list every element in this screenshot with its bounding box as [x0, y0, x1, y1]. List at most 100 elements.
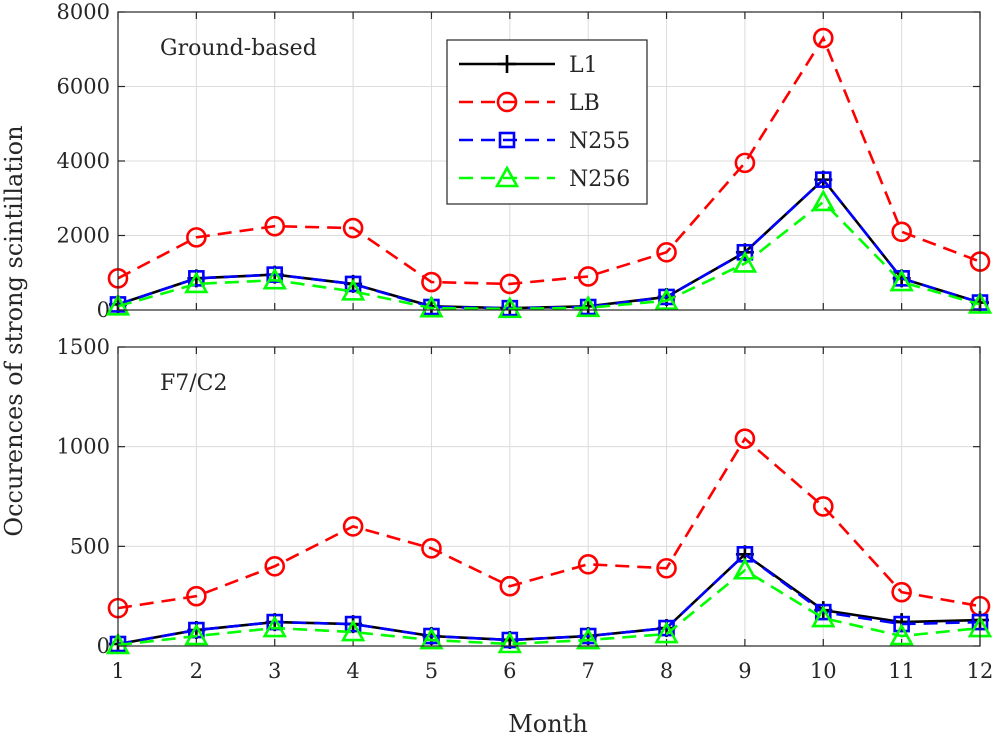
- y-tick-label: 6000: [57, 75, 110, 99]
- x-tick-label: 9: [738, 659, 751, 683]
- x-tick-label: 7: [581, 659, 594, 683]
- x-tick-label: 4: [346, 659, 359, 683]
- x-tick-label: 6: [503, 659, 516, 683]
- legend-item-lb: LB: [459, 91, 600, 116]
- data-point: [184, 623, 209, 646]
- panel-label: F7/C2: [160, 371, 228, 396]
- data-point: [732, 250, 758, 273]
- series-line: [117, 436, 981, 610]
- legend-item-n255: N255: [459, 129, 630, 154]
- y-tick-label: 0: [97, 298, 110, 322]
- data-point: [262, 615, 287, 638]
- data-point: [184, 271, 209, 294]
- x-tick-label: 11: [888, 659, 915, 683]
- x-tick-label: 5: [425, 659, 438, 683]
- x-tick-label: 12: [967, 659, 994, 683]
- x-tick-label: 2: [190, 659, 203, 683]
- legend-marker: [494, 165, 520, 188]
- data-point: [814, 603, 832, 621]
- data-point: [421, 538, 442, 559]
- data-point: [421, 271, 442, 293]
- data-point: [264, 555, 286, 577]
- data-point: [344, 275, 362, 293]
- plot-frame: [117, 346, 981, 647]
- legend-label: L1: [569, 53, 598, 78]
- y-tick-label: 2000: [57, 224, 110, 248]
- legend-marker: [498, 55, 516, 73]
- series-line: [117, 200, 981, 311]
- legend-item-n256: N256: [459, 165, 630, 192]
- x-tick-label: 10: [810, 659, 837, 683]
- y-tick-label: 500: [70, 534, 110, 558]
- data-point: [340, 278, 366, 301]
- x-tick-label: 8: [660, 659, 673, 683]
- data-point: [419, 627, 444, 650]
- data-point: [812, 496, 834, 517]
- legend-marker: [496, 91, 518, 113]
- data-point: [889, 269, 914, 292]
- y-tick-label: 0: [97, 634, 110, 658]
- data-point: [734, 152, 756, 174]
- data-point: [891, 581, 912, 603]
- data-point: [734, 428, 756, 449]
- data-point: [889, 623, 914, 646]
- data-point: [577, 266, 599, 287]
- data-point: [967, 291, 993, 314]
- data-point: [811, 189, 836, 212]
- panel-1: 0 2000 4000 6000 8000 Ground-based L1 LB N255 N25…: [57, 0, 993, 322]
- y-tick-label: 4000: [57, 149, 110, 173]
- plot-frame: [117, 11, 981, 311]
- x-tick-label: 1: [111, 659, 124, 683]
- legend-box: [446, 39, 648, 205]
- data-point: [654, 621, 679, 644]
- data-point: [340, 619, 366, 642]
- series-line: [117, 35, 981, 286]
- series-n256: [105, 189, 993, 319]
- data-point: [575, 295, 601, 318]
- legend: L1 LB N255 N256: [446, 39, 648, 205]
- legend-marker: [498, 131, 516, 149]
- series-line: [117, 552, 981, 646]
- data-point: [656, 557, 677, 579]
- legend-item-l1: L1: [459, 53, 598, 78]
- data-point: [499, 575, 521, 597]
- series-line: [117, 177, 981, 310]
- data-point: [814, 171, 832, 188]
- data-point: [186, 585, 207, 607]
- data-point: [186, 227, 207, 248]
- y-tick-label: 1000: [57, 435, 110, 459]
- data-point: [105, 293, 131, 316]
- series-line: [117, 568, 981, 647]
- data-point: [419, 295, 444, 318]
- data-point: [497, 296, 523, 319]
- panel-label: Ground-based: [160, 36, 317, 61]
- data-point: [577, 553, 599, 575]
- data-point: [811, 605, 836, 628]
- data-point: [262, 267, 287, 290]
- data-point: [575, 627, 601, 650]
- x-axis-label: Month: [508, 710, 588, 737]
- data-point: [344, 615, 362, 633]
- x-tick-label: 3: [268, 659, 281, 683]
- y-tick-label: 8000: [57, 0, 110, 24]
- legend-label: N256: [569, 167, 630, 192]
- series-n255: [109, 546, 989, 653]
- y-axis-label: Occurences of strong scintillation: [0, 125, 28, 536]
- data-point: [264, 215, 286, 237]
- data-point: [812, 27, 834, 49]
- series-line: [117, 552, 981, 646]
- data-point: [732, 557, 758, 580]
- series-n256: [105, 557, 993, 655]
- data-point: [342, 516, 364, 537]
- series-l1: [109, 545, 989, 654]
- data-point: [342, 217, 364, 239]
- data-point: [499, 273, 521, 295]
- series-lb: [107, 428, 991, 619]
- legend-label: LB: [569, 91, 600, 116]
- data-point: [656, 241, 677, 263]
- data-point: [893, 615, 910, 633]
- legend-label: N255: [569, 129, 630, 154]
- data-point: [497, 631, 523, 654]
